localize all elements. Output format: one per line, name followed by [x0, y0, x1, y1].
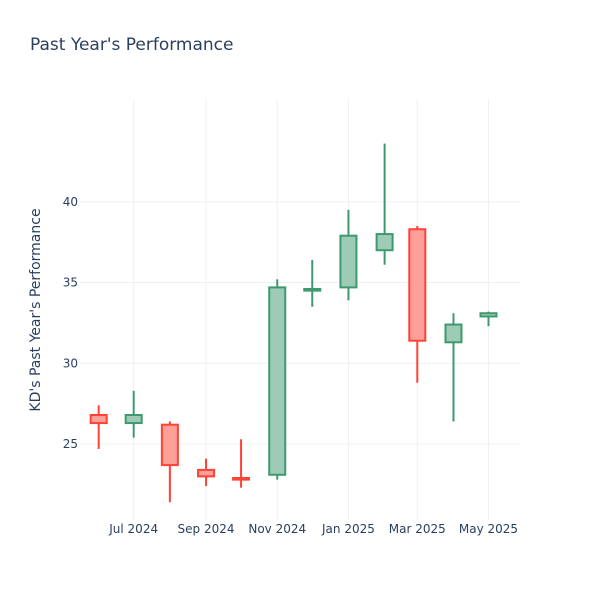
- candle-body: [339, 234, 358, 289]
- candle-increasing: [268, 279, 287, 480]
- candle-body: [375, 233, 394, 252]
- axes: 25 30 35 40 Jul 2024 Sep 2024 Nov 2024 Jan 2025…: [63, 195, 518, 536]
- candle-increasing: [339, 209, 358, 301]
- candle-increasing: [479, 311, 498, 327]
- candle-body: [232, 477, 251, 481]
- candle-body: [444, 323, 463, 344]
- candle-body: [268, 286, 287, 476]
- candles: [89, 143, 498, 503]
- candle-increasing: [375, 143, 394, 265]
- y-tick-label: 25: [63, 437, 78, 451]
- y-tick-label: 35: [63, 276, 78, 290]
- candle-body: [408, 228, 427, 342]
- x-tick-label: Mar 2025: [389, 522, 446, 536]
- candle-decreasing: [160, 421, 179, 503]
- x-tick-label: Jul 2024: [108, 522, 158, 536]
- grid: [80, 100, 520, 520]
- candle-decreasing: [408, 226, 427, 383]
- candle-body: [89, 414, 108, 425]
- x-tick-label: May 2025: [459, 522, 518, 536]
- x-tick-label: Nov 2024: [248, 522, 306, 536]
- candle-increasing: [124, 390, 143, 438]
- y-tick-label: 30: [63, 356, 78, 370]
- candle-body: [479, 312, 498, 318]
- candle-body: [197, 468, 216, 478]
- x-tick-label: Jan 2025: [321, 522, 375, 536]
- candle-body: [303, 288, 322, 292]
- y-axis-label: KD's Past Year's Performance: [28, 208, 44, 411]
- candle-increasing: [444, 313, 463, 422]
- chart-title: Past Year's Performance: [30, 35, 234, 55]
- candle-decreasing: [89, 405, 108, 449]
- x-tick-label: Sep 2024: [178, 522, 235, 536]
- candle-decreasing: [197, 458, 216, 487]
- candle-decreasing: [232, 439, 251, 488]
- candle-body: [160, 423, 179, 467]
- y-tick-label: 40: [63, 195, 78, 209]
- candle-increasing: [303, 259, 322, 307]
- candle-body: [124, 414, 143, 425]
